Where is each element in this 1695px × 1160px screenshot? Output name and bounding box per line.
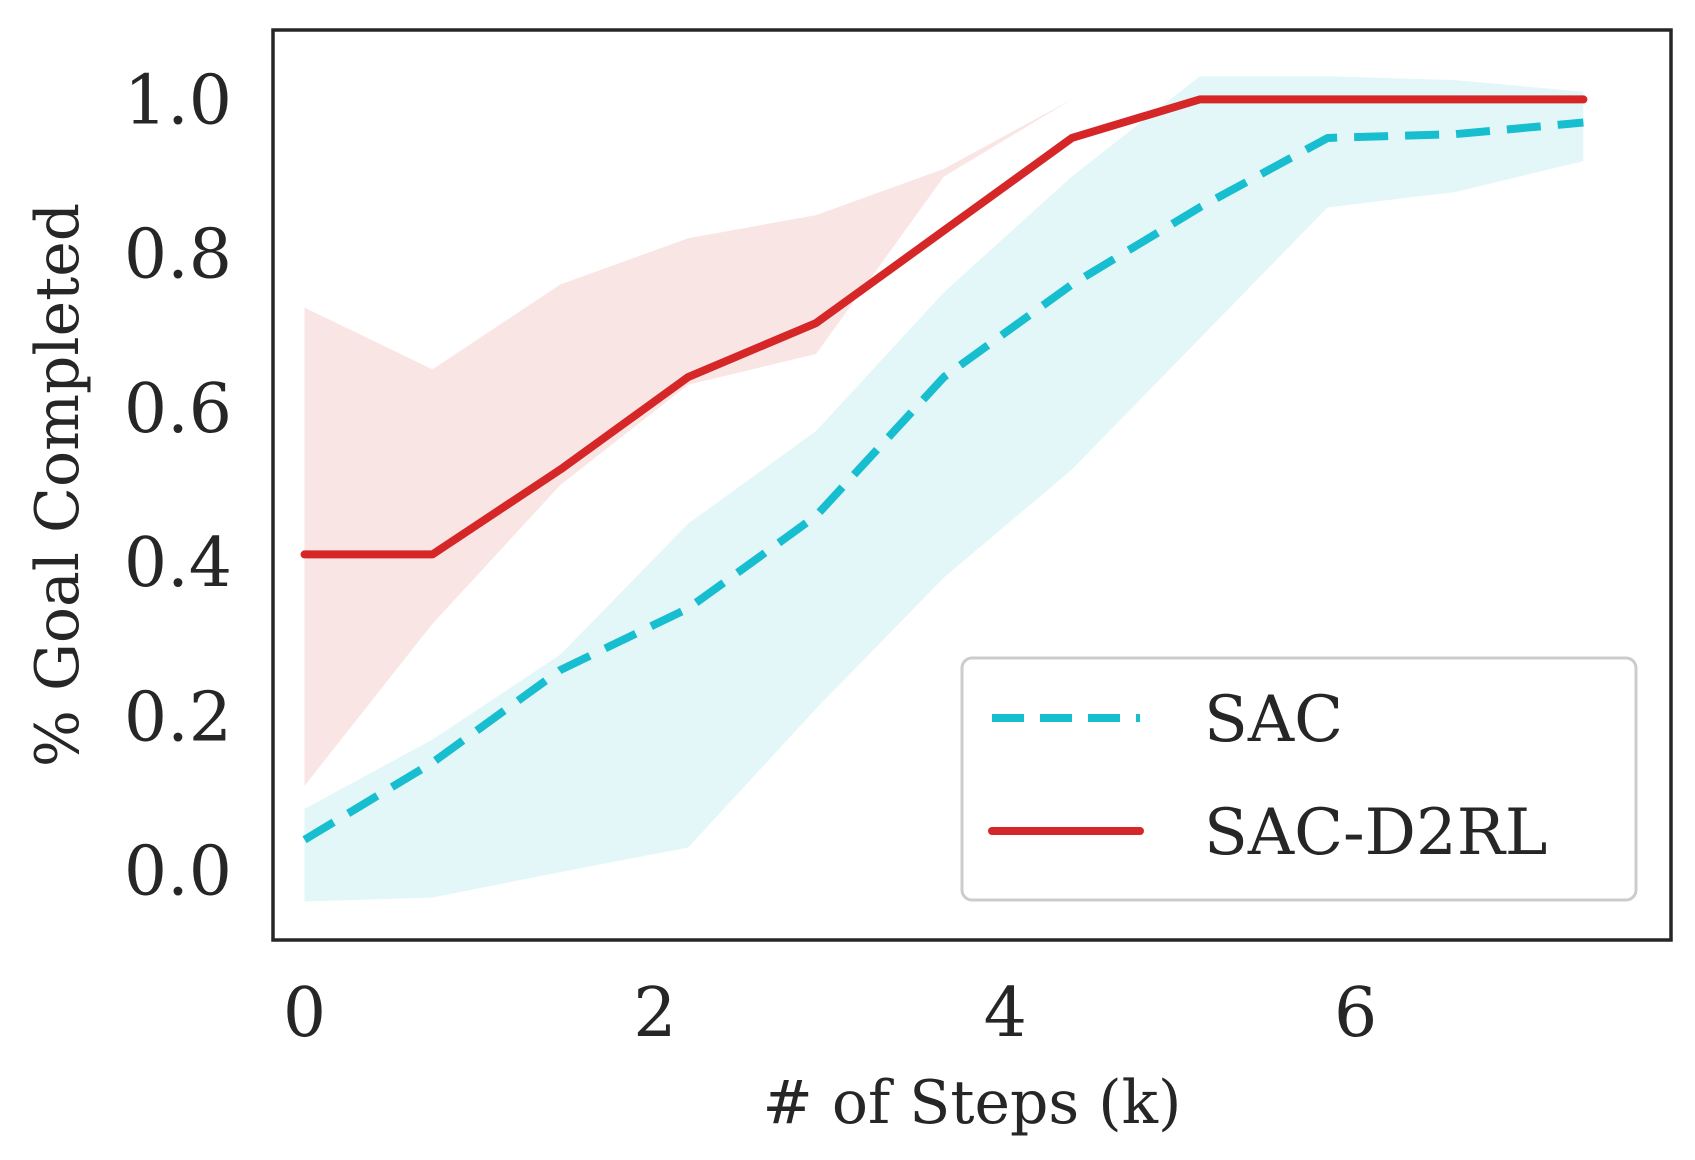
x-tick-label: 0 (283, 974, 326, 1053)
series-line-sac-d2rl (300, 95, 1588, 559)
series-line-sac (302, 118, 1584, 844)
y-tick-labels: 0.0 0.2 0.4 0.6 0.8 1.0 (124, 61, 232, 911)
x-tick-label: 6 (1334, 974, 1377, 1053)
x-axis-label: # of Steps (k) (763, 1068, 1182, 1138)
series-lines (300, 95, 1588, 844)
legend-label-sac: SAC (1204, 683, 1343, 757)
band-sac-d2rl (304, 99, 1584, 786)
plot-frame (271, 28, 1673, 942)
legend: SAC SAC-D2RL (960, 656, 1638, 902)
x-tick-label: 4 (984, 974, 1027, 1053)
legend-box (960, 656, 1638, 902)
y-tick-label: 0.2 (124, 678, 232, 757)
legend-label-sac-d2rl: SAC-D2RL (1204, 796, 1547, 870)
y-tick-label: 0.0 (124, 833, 232, 912)
y-axis-label: % Goal Completed (23, 203, 93, 767)
y-tick-label: 0.6 (124, 370, 232, 449)
x-tick-labels: 0 2 4 6 (283, 974, 1377, 1053)
y-tick-label: 1.0 (124, 61, 232, 140)
band-sac (304, 76, 1584, 902)
x-tick-label: 2 (633, 974, 676, 1053)
y-tick-label: 0.4 (124, 524, 232, 603)
confidence-bands (304, 76, 1584, 902)
y-tick-label: 0.8 (124, 216, 232, 295)
